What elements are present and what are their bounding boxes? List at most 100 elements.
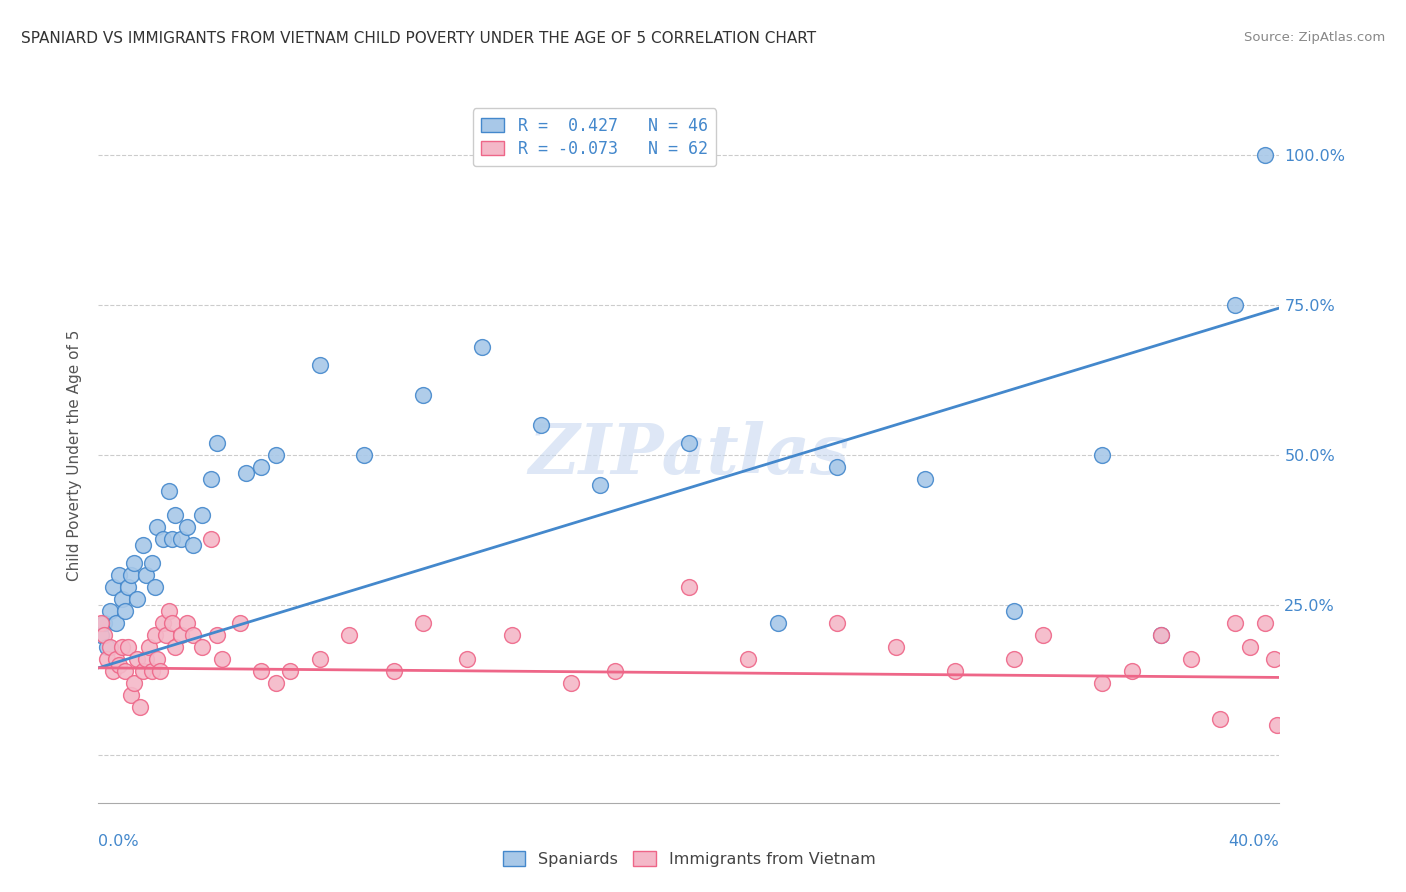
Point xyxy=(143,628,166,642)
Point xyxy=(152,615,174,630)
Point xyxy=(678,436,700,450)
Point xyxy=(1223,615,1246,630)
Point xyxy=(108,567,131,582)
Point xyxy=(943,664,966,678)
Point xyxy=(1180,652,1202,666)
Point xyxy=(132,538,155,552)
Point xyxy=(1263,652,1285,666)
Point xyxy=(114,664,136,678)
Point xyxy=(1150,628,1173,642)
Point xyxy=(211,652,233,666)
Point xyxy=(114,604,136,618)
Point xyxy=(103,580,125,594)
Point xyxy=(264,448,287,462)
Point xyxy=(96,652,118,666)
Point xyxy=(165,508,187,522)
Point xyxy=(205,436,228,450)
Point xyxy=(128,699,150,714)
Point xyxy=(181,538,204,552)
Point xyxy=(103,664,125,678)
Point xyxy=(250,459,273,474)
Point xyxy=(825,459,848,474)
Point xyxy=(766,615,789,630)
Point xyxy=(914,472,936,486)
Point xyxy=(605,664,627,678)
Point xyxy=(165,640,187,654)
Point xyxy=(1254,148,1277,162)
Point xyxy=(1150,628,1173,642)
Point xyxy=(1254,615,1277,630)
Point xyxy=(162,532,183,546)
Point xyxy=(176,615,198,630)
Point xyxy=(191,508,214,522)
Point xyxy=(146,520,169,534)
Point xyxy=(157,483,180,498)
Point xyxy=(1002,652,1025,666)
Legend: Spaniards, Immigrants from Vietnam: Spaniards, Immigrants from Vietnam xyxy=(495,843,883,875)
Point xyxy=(678,580,700,594)
Point xyxy=(456,652,478,666)
Point xyxy=(1265,718,1288,732)
Point xyxy=(141,664,163,678)
Point xyxy=(93,628,115,642)
Point xyxy=(96,640,118,654)
Point xyxy=(353,448,375,462)
Point xyxy=(229,615,252,630)
Point xyxy=(250,664,273,678)
Point xyxy=(105,652,128,666)
Point xyxy=(149,664,172,678)
Point xyxy=(382,664,405,678)
Point xyxy=(108,657,131,672)
Point xyxy=(471,340,494,354)
Point xyxy=(560,676,582,690)
Point xyxy=(143,580,166,594)
Text: 40.0%: 40.0% xyxy=(1229,834,1279,849)
Point xyxy=(125,652,148,666)
Y-axis label: Child Poverty Under the Age of 5: Child Poverty Under the Age of 5 xyxy=(67,329,83,581)
Point xyxy=(132,664,155,678)
Point xyxy=(90,615,112,630)
Point xyxy=(1091,448,1114,462)
Point xyxy=(884,640,907,654)
Point xyxy=(98,604,121,618)
Point xyxy=(152,532,174,546)
Point xyxy=(589,478,612,492)
Point xyxy=(1002,604,1025,618)
Point xyxy=(309,652,332,666)
Point xyxy=(162,615,183,630)
Point xyxy=(125,591,148,606)
Point xyxy=(181,628,204,642)
Point xyxy=(1239,640,1261,654)
Point xyxy=(155,628,177,642)
Point xyxy=(176,520,198,534)
Point xyxy=(105,615,128,630)
Point xyxy=(170,532,193,546)
Point xyxy=(1121,664,1143,678)
Text: ZIPatlas: ZIPatlas xyxy=(529,421,849,489)
Point xyxy=(120,567,142,582)
Point xyxy=(200,532,222,546)
Point xyxy=(157,604,180,618)
Point xyxy=(412,615,434,630)
Point xyxy=(530,417,553,432)
Point xyxy=(117,580,139,594)
Point xyxy=(111,591,134,606)
Point xyxy=(170,628,193,642)
Point xyxy=(412,388,434,402)
Point xyxy=(1223,298,1246,312)
Point xyxy=(135,567,157,582)
Point xyxy=(146,652,169,666)
Point xyxy=(122,676,145,690)
Point xyxy=(339,628,360,642)
Point xyxy=(501,628,523,642)
Point xyxy=(138,640,160,654)
Point xyxy=(111,640,134,654)
Point xyxy=(737,652,759,666)
Point xyxy=(120,688,142,702)
Point xyxy=(205,628,228,642)
Point xyxy=(235,466,257,480)
Text: Source: ZipAtlas.com: Source: ZipAtlas.com xyxy=(1244,31,1385,45)
Point xyxy=(90,628,112,642)
Point xyxy=(278,664,302,678)
Point xyxy=(93,615,115,630)
